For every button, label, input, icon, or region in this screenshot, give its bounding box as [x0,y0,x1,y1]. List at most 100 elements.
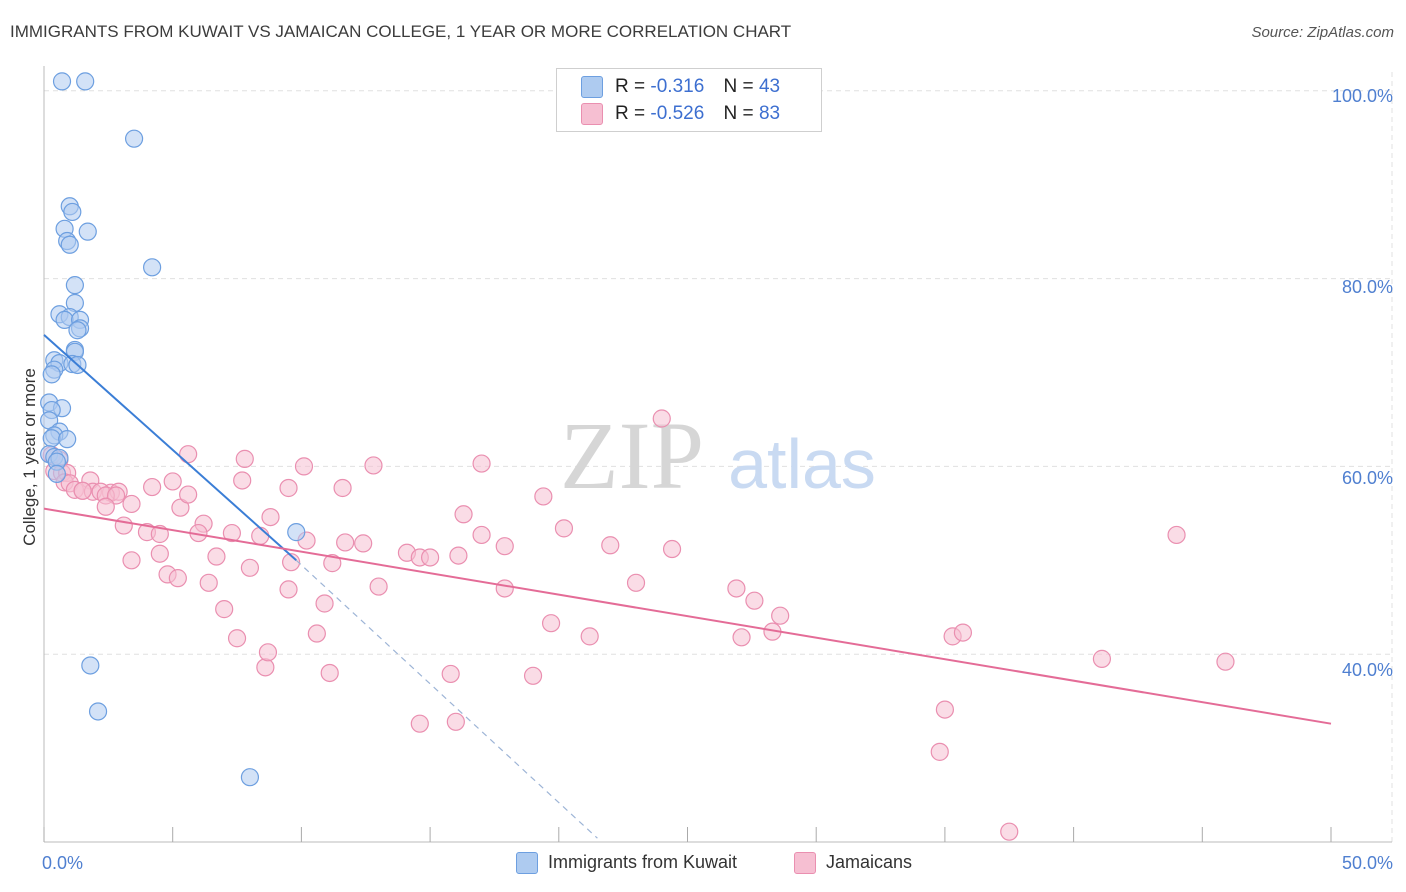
legend-r-value: -0.316 [650,76,705,98]
jamaicans-point [472,454,491,473]
legend-row-kuwait: R = -0.316 N = 43 [581,76,780,100]
kuwait-point [76,72,95,91]
x-tick-label: 50.0% [1341,853,1393,873]
kuwait-point [52,72,72,91]
kuwait-point [65,276,84,295]
trend-lines [43,334,1332,839]
y-tick-label: 100.0% [1331,86,1393,106]
y-tick-label: 60.0% [1341,468,1393,488]
scatter-points [40,72,1235,841]
y-tick-label: 80.0% [1341,277,1393,297]
kuwait-point [78,222,97,241]
legend-n-label: N = [723,103,754,125]
legend-r-value: -0.526 [650,103,705,125]
jamaicans-point [333,478,352,498]
jamaicans-point [454,505,473,524]
kuwait-point [63,202,82,222]
kuwait-point [143,258,162,277]
jamaicans-point [771,606,790,625]
jamaicans-point [554,519,574,538]
kuwait-point [60,235,79,254]
legend-n-value: 83 [758,103,781,125]
jamaicans-point [207,547,226,566]
jamaicans-point [240,558,260,577]
kuwait-trend-extension [295,559,598,839]
kuwait-point [88,702,108,721]
jamaicans-point [727,579,746,598]
jamaicans-point [320,663,339,683]
jamaicans-point [662,539,682,559]
legend-r-label: R = [615,76,646,98]
jamaicans-point [745,591,764,610]
jamaicans-point [601,536,620,555]
jamaicans-point [935,700,955,719]
y-axis-label: College, 1 year or more [20,368,39,546]
jamaicans-point [1000,822,1019,841]
jamaicans-point [534,487,553,506]
jamaicans-point [652,409,671,428]
jamaicans-point [150,524,169,544]
legend-n-value: 43 [758,76,781,98]
jamaicans-point [256,658,275,677]
jamaicans-point [179,445,198,464]
jamaicans-point [1167,525,1186,545]
watermark: ZIP atlas [560,402,876,509]
kuwait-point [42,429,61,448]
jamaicans-point [261,507,280,527]
legend-swatch-pink [581,103,603,125]
grid-lines [44,72,1393,842]
jamaicans-point [279,478,298,498]
bottom-legend-kuwait: Immigrants from Kuwait [516,852,737,875]
kuwait-trend-line [43,334,297,562]
bottom-legend-label: Jamaicans [826,852,913,872]
kuwait-point [58,430,77,449]
jamaicans-point [307,624,326,643]
jamaicans-point [1092,649,1112,668]
legend-row-jamaicans: R = -0.526 N = 83 [581,103,780,127]
jamaicans-point [364,456,383,475]
jamaicans-point [222,523,242,543]
jamaicans-point [495,579,514,598]
kuwait-point [42,365,61,384]
kuwait-point [240,768,260,787]
jamaicans-point [369,577,388,596]
jamaicans-point [251,526,270,545]
kuwait-point [287,523,306,542]
jamaicans-point [233,471,252,490]
jamaicans-point [163,472,182,491]
bottom-legend-jamaicans: Jamaicans [794,852,913,875]
jamaicans-point [168,569,187,588]
jamaicans-point [73,481,92,500]
legend-swatch-blue [581,76,603,98]
jamaicans-point [122,494,141,514]
source-label: Source: ZipAtlas.com [1251,24,1394,41]
jamaicans-point [495,537,514,556]
jamaicans-point [930,742,949,761]
jamaicans-point [143,477,162,497]
jamaicans-point [732,628,751,647]
jamaicans-point [235,449,254,468]
jamaicans-point [953,623,973,642]
jamaicans-point [523,666,543,685]
jamaicans-point [179,485,198,504]
bottom-legend-swatch-blue [516,852,538,875]
jamaicans-point [1216,652,1235,671]
jamaicans-point [421,548,440,567]
legend-n-label: N = [723,76,754,98]
jamaicans-point [96,497,115,516]
jamaicans-point [472,525,491,545]
jamaicans-point [122,551,141,570]
jamaicans-point [294,457,314,476]
legend-r-label: R = [615,103,646,125]
stats-legend: R = -0.316 N = 43 R = -0.526 N = 83 [556,68,822,132]
jamaicans-point [354,534,373,553]
watermark-atlas: atlas [728,425,876,503]
bottom-legend-swatch-pink [794,852,816,875]
jamaicans-point [258,643,278,662]
jamaicans-trend-line [43,507,1332,725]
jamaicans-point [410,714,429,733]
jamaicans-point [323,554,342,573]
kuwait-point [47,464,66,484]
jamaicans-point [541,614,561,633]
jamaicans-point [441,664,460,684]
